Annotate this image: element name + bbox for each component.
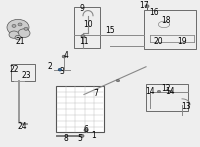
Circle shape — [145, 5, 149, 8]
Text: 18: 18 — [161, 16, 171, 25]
Text: 16: 16 — [149, 8, 159, 17]
Text: 3: 3 — [60, 67, 64, 76]
Circle shape — [157, 90, 161, 93]
Text: 4: 4 — [64, 51, 68, 60]
Circle shape — [81, 35, 85, 38]
Circle shape — [15, 35, 21, 40]
Circle shape — [116, 79, 120, 82]
Text: 22: 22 — [9, 65, 19, 74]
Circle shape — [18, 23, 22, 26]
Text: 13: 13 — [181, 102, 191, 111]
Circle shape — [84, 129, 88, 132]
Text: 24: 24 — [17, 122, 27, 131]
Text: 12: 12 — [161, 84, 171, 93]
Text: 21: 21 — [15, 37, 25, 46]
Text: 23: 23 — [21, 71, 31, 80]
Circle shape — [9, 31, 19, 38]
Text: 15: 15 — [105, 26, 115, 35]
Circle shape — [80, 135, 84, 137]
Bar — [56, 86, 104, 132]
Circle shape — [18, 29, 30, 38]
Circle shape — [169, 90, 173, 93]
Text: 14: 14 — [145, 87, 155, 96]
Text: 19: 19 — [177, 37, 187, 46]
Circle shape — [58, 68, 62, 71]
Bar — [144, 10, 196, 49]
Text: 17: 17 — [139, 1, 149, 10]
Bar — [74, 7, 100, 48]
Circle shape — [62, 55, 66, 58]
Text: 8: 8 — [64, 134, 68, 143]
Circle shape — [7, 19, 29, 35]
Text: 14: 14 — [165, 87, 175, 96]
Bar — [11, 64, 35, 81]
Circle shape — [12, 24, 16, 27]
Bar — [146, 84, 188, 111]
Circle shape — [24, 27, 28, 30]
Text: 11: 11 — [79, 37, 89, 46]
Text: 7: 7 — [94, 88, 98, 97]
Text: 20: 20 — [153, 37, 163, 46]
Text: 9: 9 — [80, 4, 84, 13]
Text: 2: 2 — [48, 62, 52, 71]
Text: 5: 5 — [78, 134, 82, 143]
Text: 6: 6 — [84, 125, 88, 134]
Text: 10: 10 — [83, 20, 93, 29]
Text: 1: 1 — [92, 131, 96, 140]
